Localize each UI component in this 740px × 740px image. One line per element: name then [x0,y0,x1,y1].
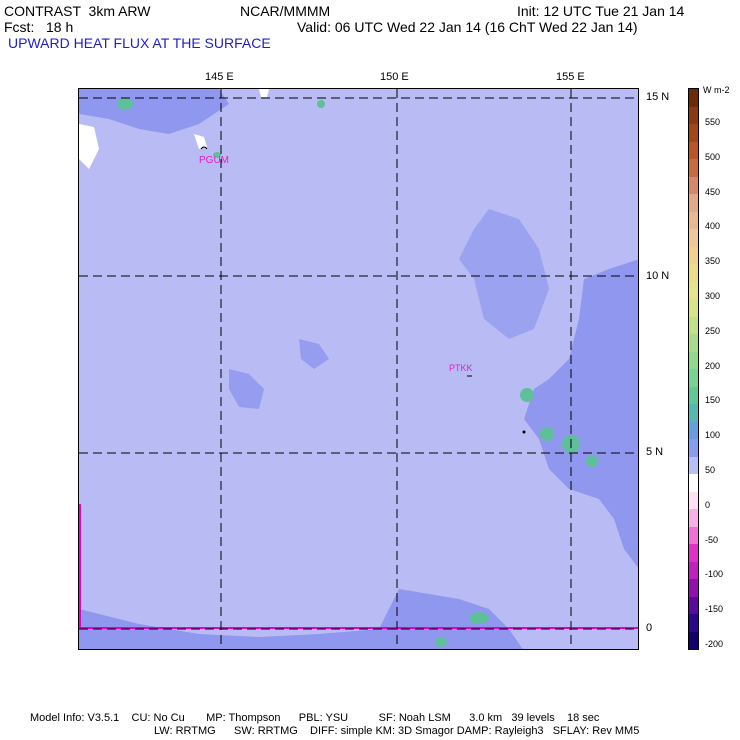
colorbar-swatch [689,526,698,545]
init-time: Init: 12 UTC Tue 21 Jan 14 [517,3,685,19]
colorbar-tick-label: 550 [705,117,721,127]
land-area-northwest [79,124,99,169]
flux-region-north-strip [79,89,229,134]
flux-region-east [524,259,638,568]
lat-label-0: 0 [646,622,653,634]
flux-region-central-patch [299,339,329,369]
colorbar-swatch [689,211,698,230]
land-area-guam [194,134,207,149]
colorbar-swatch [689,404,698,422]
colorbar-tick-label: 200 [705,360,721,371]
model-title: CONTRAST 3km ARW [4,3,151,19]
colorbar-swatch [689,141,698,160]
colorbar-swatch [689,456,698,475]
colorbar-swatch [689,474,698,492]
colorbar-swatch [689,264,698,282]
station-marker-pgum [200,146,208,150]
flux-spot-1 [117,98,133,110]
colorbar-tick-label: 100 [705,430,721,441]
flux-spot-8 [317,100,325,108]
colorbar-swatch [689,439,698,457]
heat-flux-map: PGUM PTKK [78,88,639,650]
lat-label-15n: 15 N [646,91,670,103]
colorbar-tick-label: 350 [705,256,721,267]
land-area-saipan [259,89,269,97]
field-title: UPWARD HEAT FLUX AT THE SURFACE [8,35,271,51]
colorbar-tick-label: 0 [705,499,711,510]
ocean-background [79,89,638,649]
map-svg: PGUM PTKK [79,89,638,649]
colorbar-tick-label: -50 [705,534,719,545]
flux-region-south [79,589,523,649]
colorbar-swatch [689,176,698,195]
colorbar-swatch [689,229,698,247]
colorbar-swatch [689,106,698,125]
lon-label-155: 155 E [556,71,585,83]
colorbar [688,88,699,650]
lon-label-145: 145 E [205,71,234,83]
flux-region-east-patchy [459,209,549,339]
lat-lon-grid [79,89,638,649]
colorbar-swatch [689,491,698,510]
flux-region-yap-patch [229,369,264,409]
colorbar-swatch [689,386,698,405]
colorbar-swatch [689,509,698,527]
colorbar-swatch [689,579,698,597]
colorbar-swatch [689,614,698,632]
station-label-ptkk: PTKK [449,363,473,373]
colorbar-tick-label: 50 [705,465,716,475]
colorbar-tick-label: -200 [705,639,724,649]
colorbar-swatch [689,334,698,352]
colorbar-swatch [689,421,698,440]
flux-spot-3 [540,427,554,441]
colorbar-swatch [689,194,698,212]
colorbar-swatch [689,316,698,335]
colorbar-swatch [689,596,698,615]
flux-spot-5 [586,455,598,467]
colorbar-swatch [689,281,698,300]
flux-region-west-edge [79,619,99,649]
forecast-hour: Fcst: 18 h [4,19,74,35]
model-info-line2: LW: RRTMG SW: RRTMG DIFF: simple KM: 3D … [154,725,640,737]
flux-spot-9 [213,152,221,158]
flux-spot-7 [435,637,447,647]
station-label-pgum: PGUM [199,155,229,166]
colorbar-tick-label: 500 [705,151,721,162]
colorbar-swatch [689,89,698,107]
colorbar-tick-label: -100 [705,569,724,580]
colorbar-swatch [689,159,698,177]
lat-label-10n: 10 N [646,270,670,282]
domain-boundary [79,504,638,629]
colorbar-swatch [689,631,698,650]
colorbar-tick-label: 300 [705,291,721,301]
colorbar-unit: W m-2 [703,85,730,95]
lon-label-150: 150 E [380,71,409,83]
colorbar-swatch [689,544,698,562]
colorbar-swatch [689,246,698,265]
colorbar-tick-label: -150 [705,604,724,615]
colorbar-swatch [689,351,698,370]
colorbar-swatch [689,561,698,580]
island-dot [522,430,526,434]
flux-spot-2 [520,388,534,402]
colorbar-tick-label: 150 [705,395,721,406]
model-info-line1: Model Info: V3.5.1 CU: No Cu MP: Thompso… [30,712,600,724]
colorbar-tick-label: 400 [705,221,721,232]
colorbar-swatch [689,369,698,387]
colorbar-tick-label: 250 [705,325,721,336]
colorbar-swatch [689,299,698,317]
colorbar-swatch [689,124,698,142]
colorbar-tick-label: 450 [705,186,721,197]
lat-label-5n: 5 N [646,446,664,458]
organization-label: NCAR/MMMM [240,3,331,19]
valid-time: Valid: 06 UTC Wed 22 Jan 14 (16 ChT Wed … [297,19,638,35]
flux-spot-6 [469,612,489,624]
